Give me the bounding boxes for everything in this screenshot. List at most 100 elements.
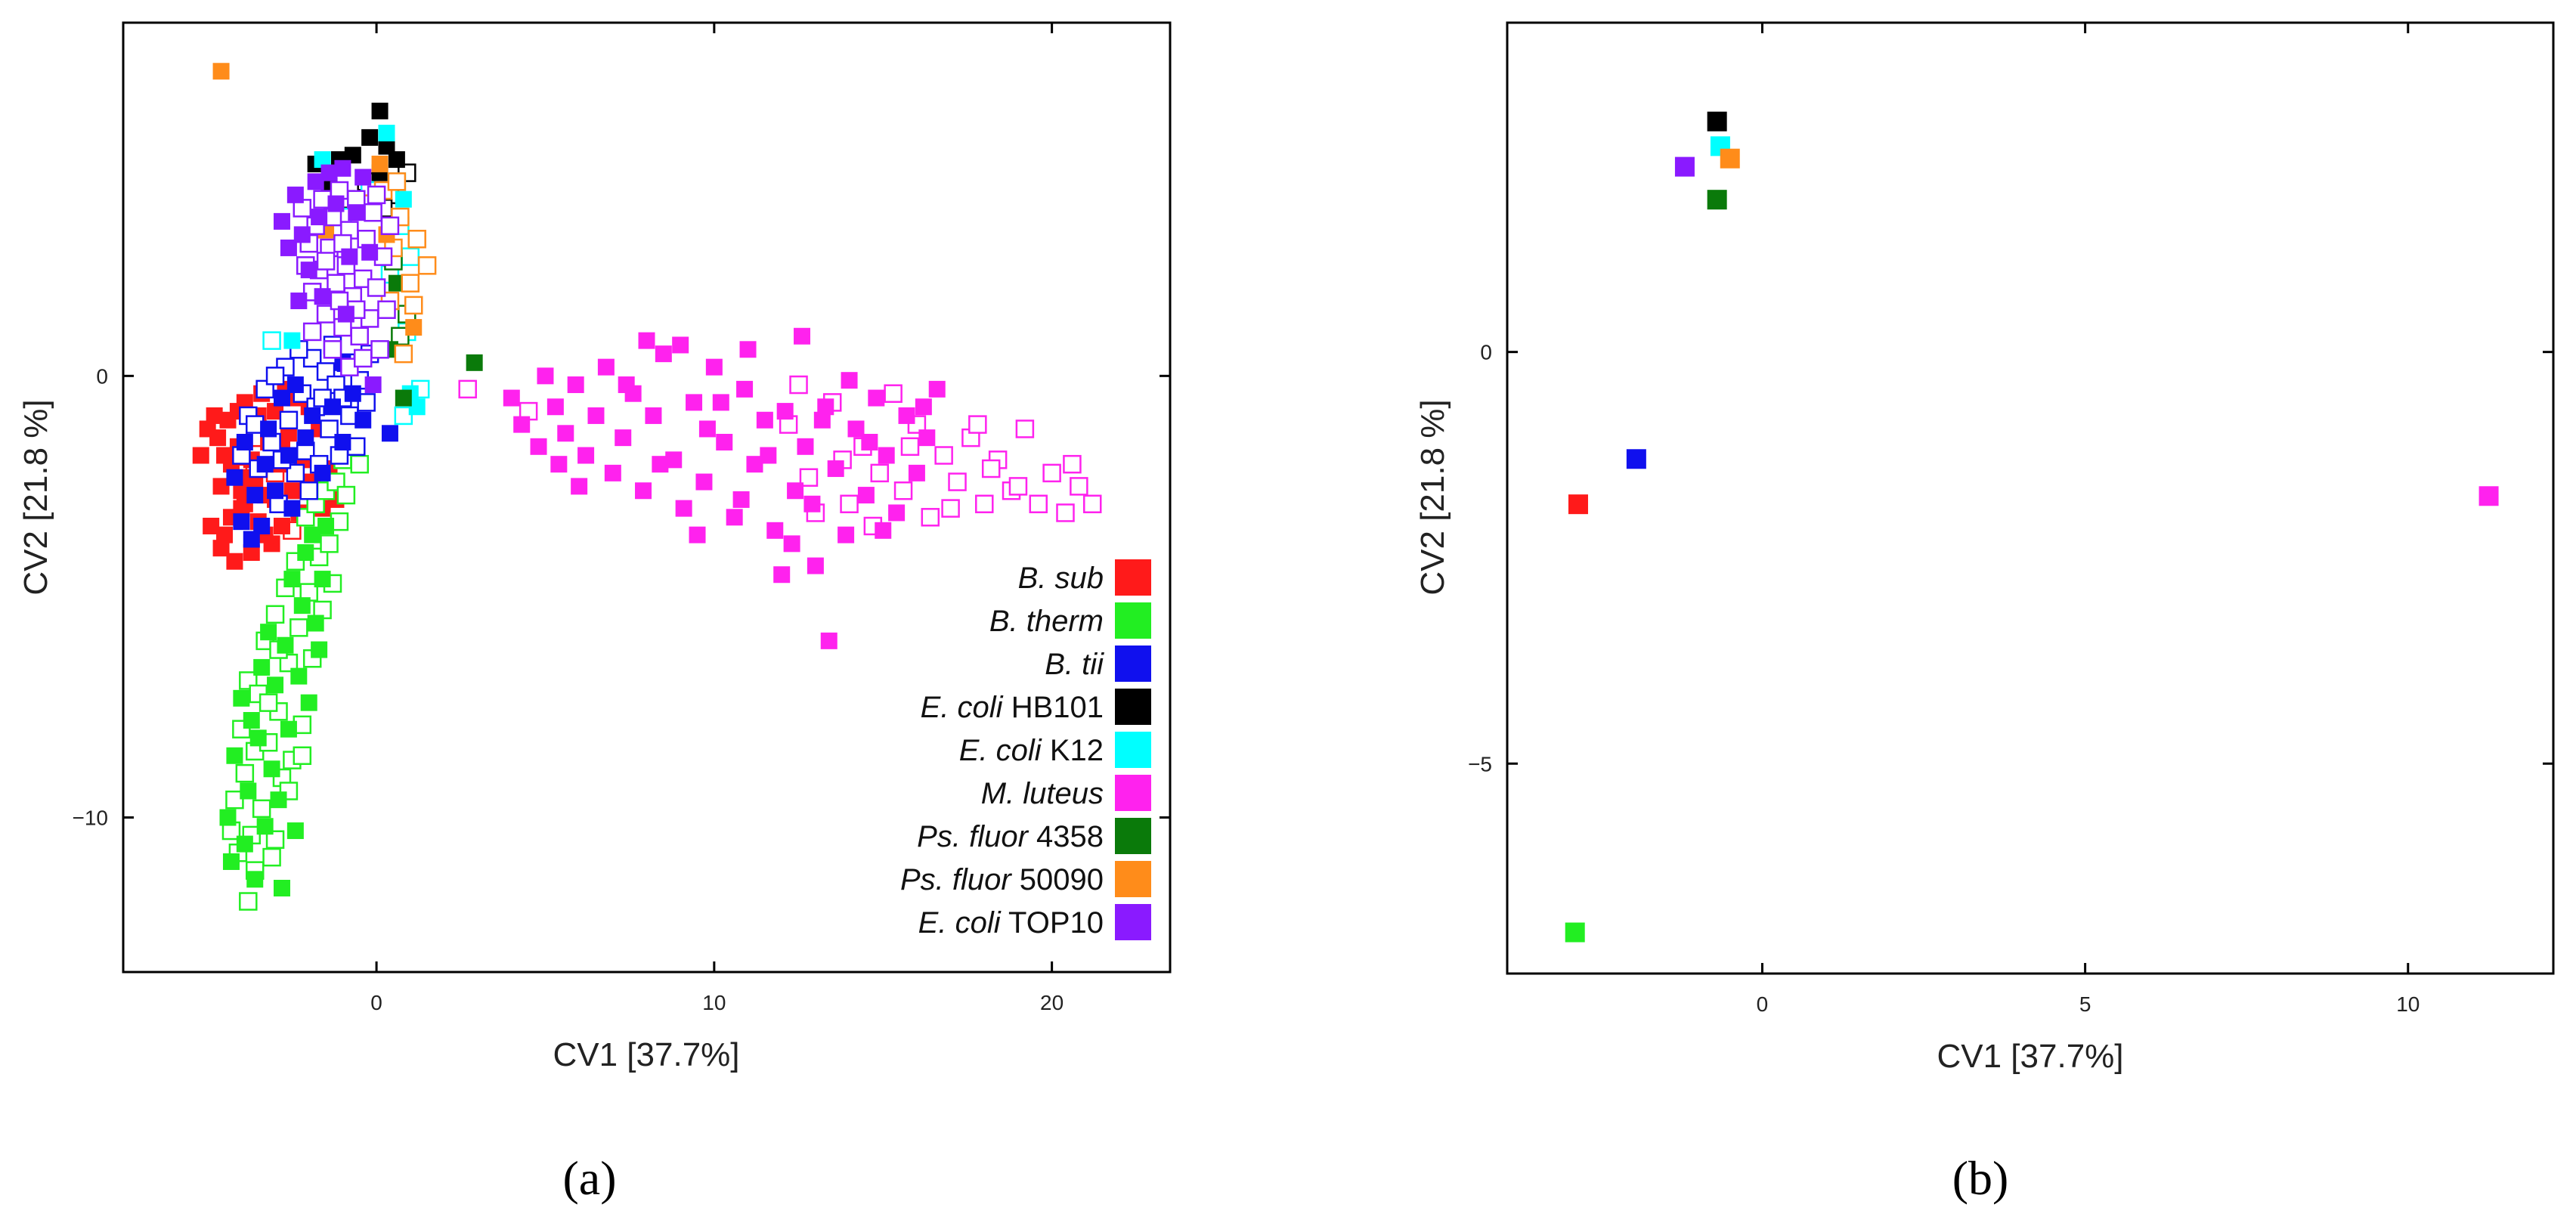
open-point bbox=[394, 344, 413, 364]
filled-point bbox=[348, 204, 365, 221]
filled-point bbox=[908, 464, 925, 481]
mean-point bbox=[1565, 922, 1585, 943]
filled-point bbox=[226, 553, 243, 570]
filled-point bbox=[286, 376, 304, 394]
legend-label: Ps. fluor 50090 bbox=[900, 863, 1104, 896]
panel-b-y-tick-label: −5 bbox=[1468, 752, 1492, 776]
panel-b: 0 5 10 0 −5 CV1 [37.7%] CV2 [21.8 %] (b) bbox=[1414, 21, 2555, 1205]
filled-point bbox=[756, 411, 773, 429]
filled-point bbox=[314, 571, 331, 588]
panel-a-ticks: 0 10 20 0 −10 bbox=[73, 23, 1170, 1014]
legend-label: Ps. fluor 4358 bbox=[917, 820, 1104, 853]
filled-point bbox=[567, 376, 584, 394]
mean-point bbox=[1674, 156, 1695, 177]
open-point bbox=[380, 216, 400, 235]
filled-point bbox=[209, 429, 227, 447]
filled-point bbox=[928, 380, 946, 398]
filled-point bbox=[388, 274, 405, 292]
open-point bbox=[893, 481, 913, 500]
filled-point bbox=[807, 557, 824, 574]
filled-point bbox=[395, 190, 412, 208]
filled-point bbox=[240, 782, 257, 800]
filled-point bbox=[381, 425, 398, 442]
filled-point bbox=[732, 491, 750, 508]
panel-a-legend-entry-e-coli-hb101: E. coli HB101 bbox=[921, 689, 1151, 725]
filled-point bbox=[705, 358, 723, 376]
open-point bbox=[259, 693, 278, 712]
filled-point bbox=[286, 822, 304, 840]
panel-b-series-m-luteus bbox=[2478, 486, 2499, 506]
open-point bbox=[289, 618, 308, 637]
open-point bbox=[327, 274, 345, 293]
open-point bbox=[225, 790, 244, 810]
panel-b-plot-frame bbox=[1506, 21, 2555, 975]
open-point bbox=[320, 420, 339, 438]
filled-point bbox=[253, 517, 271, 534]
open-point bbox=[1082, 494, 1102, 514]
filled-point bbox=[311, 641, 328, 658]
filled-point bbox=[503, 389, 520, 407]
filled-point bbox=[857, 487, 875, 504]
open-point bbox=[968, 415, 987, 434]
open-point bbox=[364, 203, 382, 222]
filled-point bbox=[827, 460, 844, 478]
filled-point bbox=[726, 509, 743, 526]
legend-label: B. sub bbox=[1018, 562, 1104, 595]
filled-point bbox=[320, 164, 338, 181]
filled-point bbox=[371, 102, 389, 119]
filled-point bbox=[466, 354, 483, 371]
filled-point bbox=[364, 376, 382, 394]
filled-point bbox=[838, 526, 855, 543]
filled-point bbox=[813, 411, 831, 429]
filled-point bbox=[290, 667, 308, 685]
panel-b-series-b-tii bbox=[1626, 449, 1646, 469]
legend-swatch bbox=[1115, 646, 1151, 682]
filled-point bbox=[280, 239, 297, 256]
filled-point bbox=[267, 403, 284, 420]
panel-b-series-e-coli-hb101 bbox=[1707, 111, 1727, 132]
filled-point bbox=[635, 482, 652, 500]
mean-point bbox=[2478, 486, 2499, 506]
legend-label: B. therm bbox=[989, 605, 1104, 638]
panel-a-y-axis-label: CV2 [21.8 %] bbox=[17, 399, 54, 595]
filled-point bbox=[314, 151, 331, 169]
filled-point bbox=[820, 632, 838, 649]
panel-a-series-m-luteus bbox=[458, 327, 1102, 649]
open-point bbox=[370, 340, 389, 359]
filled-point bbox=[888, 504, 906, 522]
open-point bbox=[407, 230, 426, 249]
filled-point bbox=[249, 729, 267, 747]
filled-point bbox=[618, 376, 635, 394]
panel-a-plot-frame bbox=[122, 21, 1172, 974]
filled-point bbox=[689, 526, 706, 543]
filled-point bbox=[378, 138, 395, 155]
legend-label: M. luteus bbox=[981, 777, 1104, 810]
open-point bbox=[262, 847, 281, 867]
filled-point bbox=[307, 615, 324, 632]
open-point bbox=[302, 322, 322, 342]
filled-point bbox=[665, 451, 683, 469]
open-point bbox=[1056, 503, 1075, 522]
filled-point bbox=[226, 747, 243, 764]
open-point bbox=[404, 296, 423, 315]
filled-point bbox=[847, 420, 865, 438]
panel-a-series-e-coli-top10 bbox=[273, 159, 400, 394]
mean-point bbox=[1720, 148, 1740, 169]
panel-b-ticks: 0 5 10 0 −5 bbox=[1468, 23, 2553, 1016]
panel-a-y-tick-label: 0 bbox=[96, 364, 108, 388]
legend-swatch bbox=[1115, 904, 1151, 940]
filled-point bbox=[263, 760, 280, 778]
panel-a-legend-entry-ps-fluor-4358: Ps. fluor 4358 bbox=[917, 818, 1151, 854]
panel-b-series-b-therm bbox=[1565, 922, 1585, 943]
open-point bbox=[367, 185, 386, 205]
panel-a-legend-entry-e-coli-top10: E. coli TOP10 bbox=[918, 904, 1151, 940]
legend-swatch bbox=[1115, 775, 1151, 811]
filled-point bbox=[314, 464, 331, 481]
open-point bbox=[458, 379, 477, 399]
filled-point bbox=[273, 880, 290, 897]
panel-a-legend-entry-b-tii: B. tii bbox=[1045, 646, 1151, 682]
filled-point bbox=[216, 447, 234, 464]
filled-point bbox=[686, 394, 703, 411]
panel-b-points bbox=[1565, 111, 2499, 943]
filled-point bbox=[361, 128, 379, 146]
